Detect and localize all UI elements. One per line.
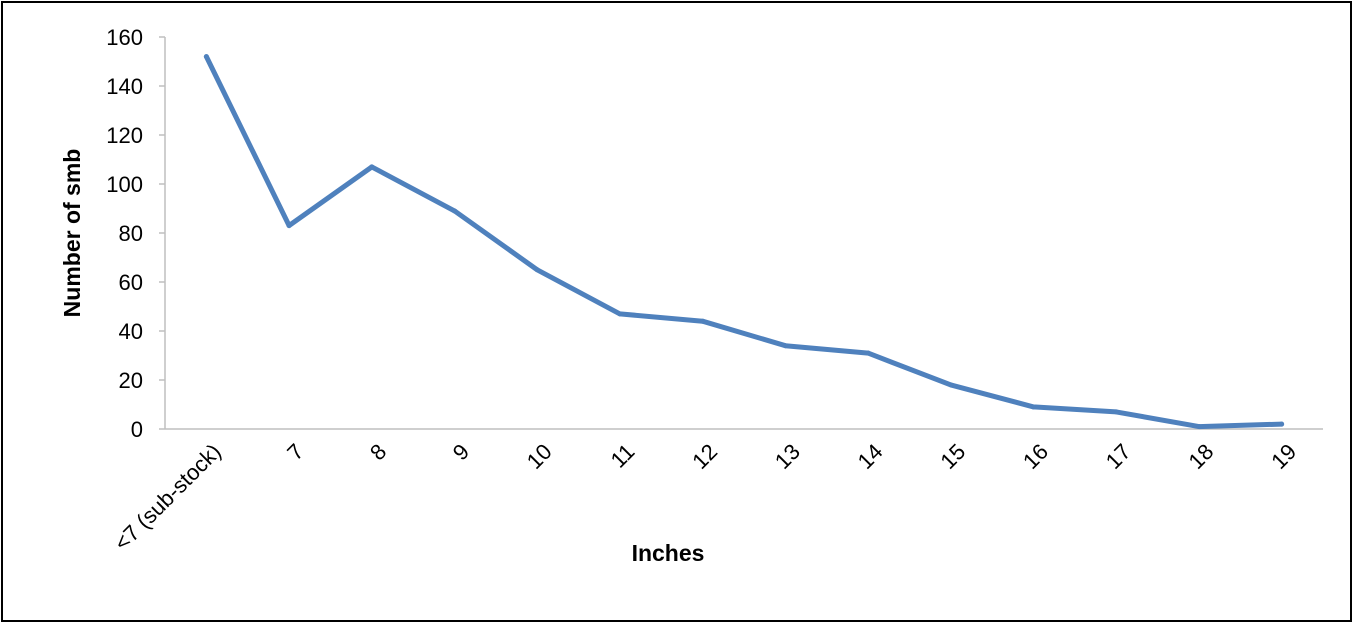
x-tick-label: 7 — [282, 439, 308, 465]
x-tick-label: 17 — [1101, 439, 1136, 474]
data-point — [452, 208, 457, 214]
data-point — [534, 267, 540, 273]
axes — [164, 37, 1323, 430]
data-point — [203, 54, 209, 60]
y-axis-title: Number of smb — [59, 149, 85, 318]
x-tick-label: 16 — [1018, 439, 1053, 474]
data-point — [369, 164, 375, 170]
y-tick-label: 40 — [119, 319, 143, 344]
data-point — [948, 382, 954, 388]
series — [203, 54, 1285, 430]
x-tick-label: 11 — [606, 439, 640, 473]
data-point — [1196, 424, 1202, 430]
line-chart: 0 20 40 60 80 100 120 140 160 <7 (sub-stock) 7 8 9 1… — [59, 25, 1323, 566]
x-tick-label: 10 — [522, 439, 557, 474]
data-point — [700, 318, 706, 324]
x-tick-label: 9 — [448, 439, 474, 465]
y-tick-label: 0 — [131, 417, 143, 442]
x-tick-label: 13 — [770, 439, 805, 474]
y-tick-label: 80 — [119, 221, 143, 246]
x-tick-label: 18 — [1183, 439, 1218, 474]
data-point — [1113, 409, 1119, 415]
data-point — [865, 350, 871, 356]
x-tick-label: 12 — [687, 439, 722, 474]
x-tick-label: 14 — [853, 439, 888, 474]
x-axis-title: Inches — [632, 540, 705, 566]
data-point — [1279, 421, 1285, 427]
y-tick-label: 60 — [119, 270, 143, 295]
data-point — [782, 343, 788, 349]
y-axis-ticks: 0 20 40 60 80 100 120 140 160 — [106, 25, 165, 442]
x-tick-label: 15 — [935, 439, 970, 474]
y-tick-label: 120 — [106, 123, 143, 148]
y-tick-label: 100 — [106, 172, 143, 197]
series-line — [203, 54, 1285, 430]
y-tick-label: 160 — [106, 25, 143, 50]
y-tick-label: 20 — [119, 368, 143, 393]
x-axis-ticks: <7 (sub-stock) 7 8 9 10 11 12 13 14 15 16 17 18 19 — [109, 439, 1301, 556]
y-tick-label: 140 — [106, 74, 143, 99]
x-tick-label: 19 — [1266, 439, 1301, 474]
x-tick-label: <7 (sub-stock) — [109, 439, 226, 556]
data-point — [286, 223, 292, 229]
data-point — [1031, 404, 1036, 410]
x-tick-label: 8 — [365, 439, 391, 465]
data-point — [617, 311, 623, 317]
